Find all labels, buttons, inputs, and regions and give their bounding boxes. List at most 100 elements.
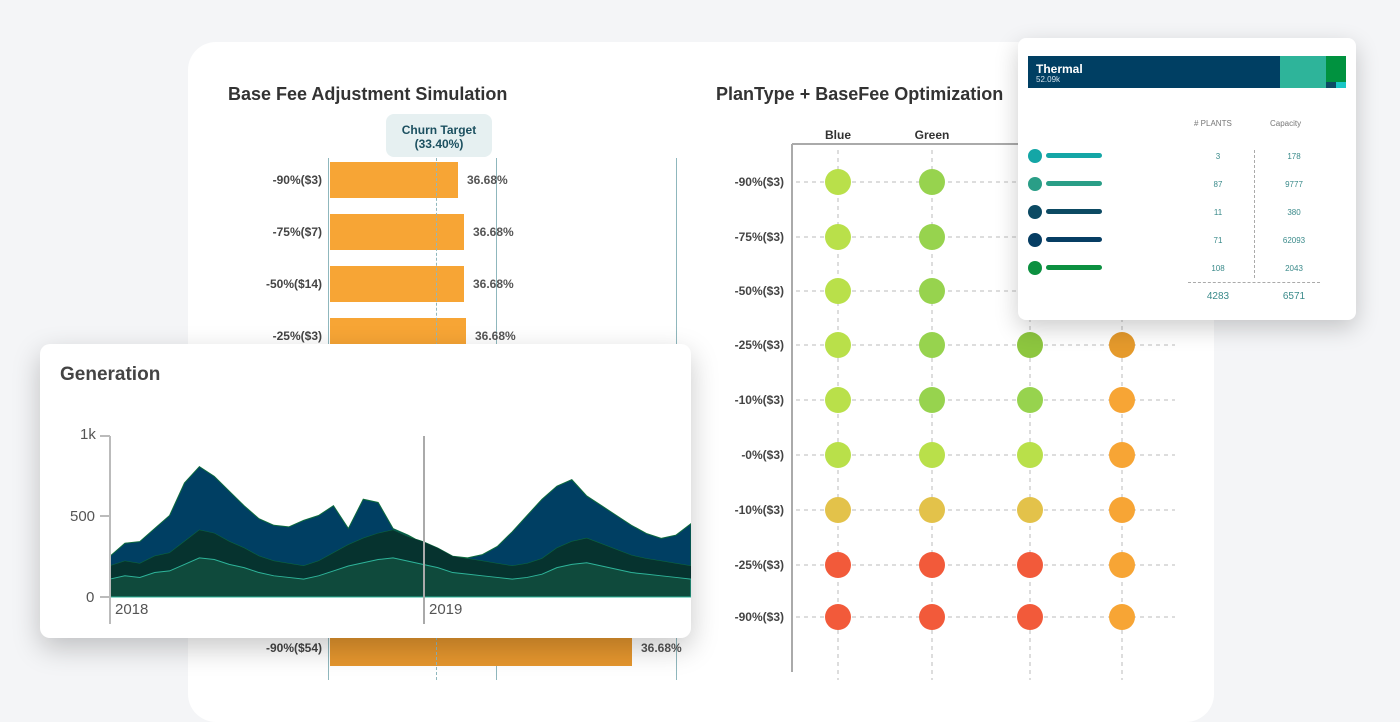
plan-point[interactable] — [919, 604, 945, 630]
bar-category-label: -90%($3) — [272, 173, 322, 187]
plan-point[interactable] — [919, 169, 945, 195]
thermal-bar[interactable] — [1028, 56, 1280, 88]
plant-capacity: 380 — [1287, 208, 1301, 217]
header-plants: # PLANTS — [1194, 119, 1232, 128]
thermal-label: Thermal — [1036, 62, 1083, 76]
plan-row-label: -10%($3) — [734, 393, 784, 407]
plan-point[interactable] — [825, 169, 851, 195]
plan-point[interactable] — [1017, 552, 1043, 578]
plan-row-label: -75%($3) — [734, 230, 784, 244]
plan-point[interactable] — [919, 497, 945, 523]
plan-column-label: Blue — [824, 128, 851, 142]
y-tick-1k: 1k — [80, 426, 96, 443]
bar-value-label: 36.68% — [475, 329, 516, 343]
plan-point[interactable] — [1017, 442, 1043, 468]
generation-card: Generation 1k 500 0 2018 2019 — [40, 344, 691, 638]
generation-area-bottom — [109, 557, 691, 598]
plan-row-label: -25%($3) — [734, 558, 784, 572]
plant-bar[interactable] — [1046, 265, 1102, 270]
plant-count: 11 — [1213, 208, 1223, 217]
segment-teal[interactable] — [1280, 56, 1326, 88]
plan-row-label: -50%($3) — [734, 284, 784, 298]
total-capacity: 6571 — [1282, 291, 1306, 302]
y-tick-500: 500 — [70, 508, 96, 525]
segment-cyan-small — [1336, 82, 1346, 88]
plan-point[interactable] — [1109, 442, 1135, 468]
plan-opt-title: PlanType + BaseFee Optimization — [716, 84, 1004, 104]
plan-point[interactable] — [919, 442, 945, 468]
churn-target-tag: Churn Target (33.40%) — [386, 114, 492, 157]
plan-point[interactable] — [825, 278, 851, 304]
total-plants: 4283 — [1206, 291, 1230, 302]
plan-row-label: -25%($3) — [734, 338, 784, 352]
plan-column-label: Green — [914, 128, 950, 142]
plant-capacity: 9777 — [1285, 180, 1303, 189]
plant-count: 71 — [1213, 236, 1223, 245]
plant-count: 87 — [1213, 180, 1223, 189]
generation-area-mid — [110, 530, 691, 580]
column-divider — [1254, 150, 1256, 278]
x-tick-2019: 2019 — [429, 601, 463, 618]
plan-point[interactable] — [825, 332, 851, 358]
churn-target-label: Churn Target — [401, 123, 477, 137]
bar-value-label: 36.68% — [473, 225, 514, 239]
plan-point[interactable] — [919, 278, 945, 304]
plan-point[interactable] — [919, 332, 945, 358]
plan-row-label: -10%($3) — [734, 503, 784, 517]
bar-2[interactable] — [330, 266, 464, 302]
plan-point[interactable] — [825, 224, 851, 250]
plan-point[interactable] — [1017, 332, 1043, 358]
plan-point[interactable] — [1109, 604, 1135, 630]
plant-count: 3 — [1215, 152, 1221, 161]
plan-point[interactable] — [1017, 497, 1043, 523]
bar-value-label: 36.68% — [473, 277, 514, 291]
plants-popup: Thermal 52.09k # PLANTS Capacity 3 178 87 9… — [1018, 38, 1356, 320]
plant-dot — [1028, 261, 1042, 275]
header-capacity: Capacity — [1270, 119, 1302, 128]
bar-category-label: -75%($7) — [272, 225, 322, 239]
plan-point[interactable] — [825, 442, 851, 468]
plant-count: 108 — [1211, 264, 1225, 273]
plant-bar[interactable] — [1046, 153, 1102, 158]
plan-row-label: -0%($3) — [741, 448, 784, 462]
x-tick-2018: 2018 — [115, 601, 149, 618]
bar-value-label: 36.68% — [641, 641, 682, 655]
generation-title: Generation — [60, 364, 161, 385]
generation-area-top — [109, 465, 691, 567]
plant-dot — [1028, 177, 1042, 191]
churn-target-value: (33.40%) — [414, 137, 464, 151]
plant-bar[interactable] — [1046, 237, 1102, 242]
generation-chart — [100, 435, 691, 624]
bar-sim-title: Base Fee Adjustment Simulation — [228, 84, 508, 104]
plan-point[interactable] — [1109, 497, 1135, 523]
plant-dot — [1028, 205, 1042, 219]
plant-dot — [1028, 233, 1042, 247]
plan-point[interactable] — [919, 387, 945, 413]
plant-capacity: 2043 — [1285, 264, 1303, 273]
plan-opt-chart — [791, 143, 1175, 680]
thermal-value: 52.09k — [1036, 75, 1061, 84]
plan-point[interactable] — [1109, 332, 1135, 358]
segment-green[interactable] — [1326, 56, 1346, 82]
plan-point[interactable] — [1109, 387, 1135, 413]
bar-category-label: -25%($3) — [272, 329, 322, 343]
plan-point[interactable] — [1017, 604, 1043, 630]
plan-point[interactable] — [1017, 387, 1043, 413]
segment-navy-small — [1326, 82, 1336, 88]
plan-point[interactable] — [919, 552, 945, 578]
plan-point[interactable] — [919, 224, 945, 250]
plan-point[interactable] — [1109, 552, 1135, 578]
plan-point[interactable] — [825, 552, 851, 578]
bar-1[interactable] — [330, 214, 464, 250]
plant-bar[interactable] — [1046, 181, 1102, 186]
bar-category-label: -50%($14) — [265, 277, 322, 291]
y-tick-0: 0 — [86, 589, 95, 606]
plant-capacity: 62093 — [1282, 236, 1306, 245]
plant-dot — [1028, 149, 1042, 163]
plant-bar[interactable] — [1046, 209, 1102, 214]
plan-point[interactable] — [825, 497, 851, 523]
plan-row-label: -90%($3) — [734, 610, 784, 624]
plan-point[interactable] — [825, 604, 851, 630]
bar-value-label: 36.68% — [467, 173, 508, 187]
plan-point[interactable] — [825, 387, 851, 413]
